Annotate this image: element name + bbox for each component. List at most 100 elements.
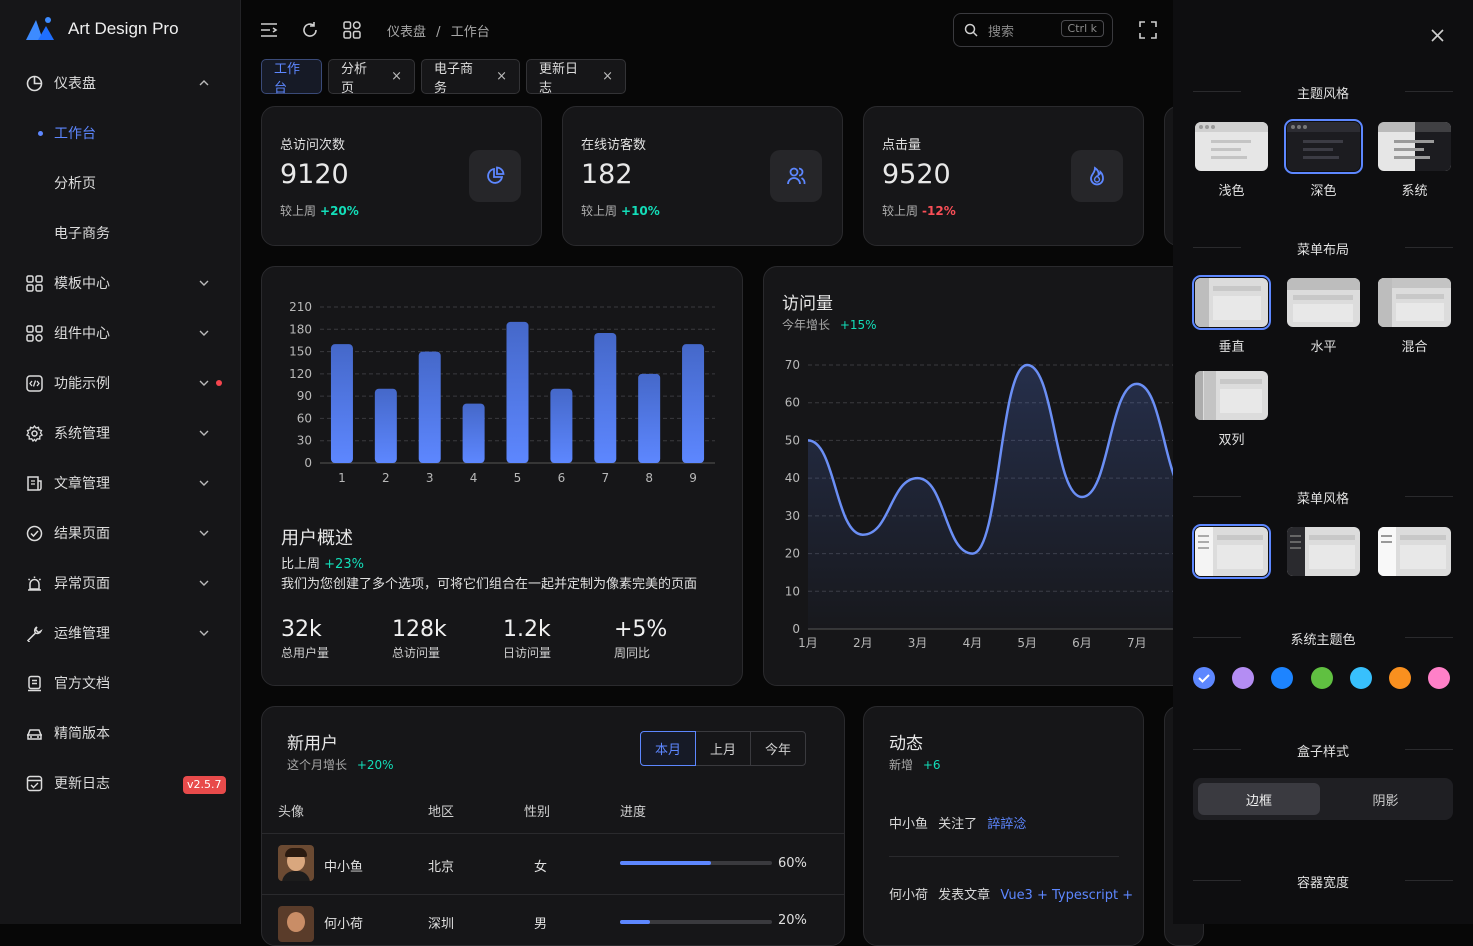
visits-title: 访问量 [782,294,833,314]
sidebar-item-label: 组件中心 [54,326,110,342]
fullscreen-icon[interactable] [1138,20,1158,40]
column-header-avatar[interactable]: 头像 [278,805,305,820]
sidebar-subitem-ecommerce[interactable]: 电子商务 [0,208,241,258]
apps-icon[interactable] [342,20,362,40]
divider [1405,247,1453,248]
tab-label: 分析页 [341,61,368,96]
layout-horizontal-option[interactable] [1287,278,1360,327]
line-series [807,363,1192,555]
y-tick-label: 180 [289,322,312,336]
menu-style-light-option[interactable] [1192,524,1271,579]
column-header-gender[interactable]: 性别 [524,805,551,820]
bar [682,344,705,463]
theme-color-swatch[interactable] [1428,667,1451,689]
avatar [278,845,314,881]
y-tick-label: 40 [785,471,800,485]
layout-vertical-option[interactable] [1192,275,1271,330]
box-style-toggle: 边框 阴影 [1193,778,1453,820]
theme-light-option[interactable] [1195,122,1268,171]
box-style-shadow-option[interactable]: 阴影 [1372,793,1399,809]
close-icon[interactable]: × [391,69,402,84]
alarm-icon [25,574,43,592]
sidebar-subitem-workbench[interactable]: 工作台 [0,108,241,158]
breadcrumb-item[interactable]: 仪表盘 [387,25,427,40]
tab-label: 工作台 [274,61,301,96]
sidebar-item-ops[interactable]: 运维管理 [0,608,241,658]
tab-workbench[interactable]: 工作台 [261,59,322,96]
sidebar-subitem-analysis[interactable]: 分析页 [0,158,241,208]
theme-system-option[interactable] [1378,122,1451,171]
sidebar-subitem-label: 电子商务 [54,226,110,242]
chevron-down-icon [199,630,209,636]
sidebar-item-changelog[interactable]: 更新日志 v2.5.7 [0,758,241,808]
breadcrumb: 仪表盘 / 工作台 [387,21,490,40]
column-header-region[interactable]: 地区 [428,805,455,820]
x-tick-label: 6月 [1072,636,1092,650]
y-tick-label: 10 [785,584,800,598]
close-icon[interactable]: × [496,69,507,84]
chevron-up-icon [199,80,209,86]
sidebar-item-dashboard[interactable]: 仪表盘 [0,58,241,108]
menu-style-dark-option[interactable] [1287,527,1360,576]
activity-target-link[interactable]: 誶誶淰 [987,817,1027,832]
theme-dark-option[interactable] [1284,119,1363,174]
y-tick-label: 60 [297,411,312,425]
tab-ecommerce[interactable]: 电子商务 × [421,59,520,96]
chevron-down-icon [199,480,209,486]
x-tick-label: 7 [601,471,609,485]
y-tick-label: 210 [289,300,312,314]
layout-dual-column-option[interactable] [1195,371,1268,420]
sidebar-item-exceptions[interactable]: 异常页面 [0,558,241,608]
activity-target-link[interactable]: Vue3 + Typescript + [1000,888,1134,903]
components-icon [25,324,43,342]
sidebar-item-lite[interactable]: 精简版本 [0,708,241,758]
tab-changelog[interactable]: 更新日志 × [526,59,626,96]
kpi-label: 日访问量 [503,646,552,660]
theme-color-swatch[interactable] [1193,667,1215,689]
menu-fold-icon[interactable] [259,20,279,40]
sidebar-item-templates[interactable]: 模板中心 [0,258,241,308]
overview-title: 用户概述 [281,528,353,549]
kpi-value: 1.2k [503,617,551,642]
layout-horizontal-label: 水平 [1310,340,1337,355]
divider [1405,637,1453,638]
bar [594,333,617,463]
sidebar-item-examples[interactable]: 功能示例 [0,358,241,408]
theme-color-swatch[interactable] [1271,667,1294,689]
divider [1193,247,1241,248]
filter-this-year[interactable]: 今年 [750,731,807,766]
bar [638,373,661,463]
growth-label: 今年增长 [782,318,831,332]
tab-analysis[interactable]: 分析页 × [328,59,415,96]
theme-color-swatch[interactable] [1310,667,1333,689]
box-style-border-option[interactable]: 边框 [1198,783,1320,815]
y-tick-label: 60 [785,396,800,410]
filter-last-month[interactable]: 上月 [695,731,752,766]
search-input[interactable]: 搜索 Ctrl k [953,13,1113,47]
sidebar-item-results[interactable]: 结果页面 [0,508,241,558]
close-icon[interactable]: × [602,69,613,84]
stat-value: 9120 [280,159,349,190]
activity-title: 动态 [889,734,923,754]
menu-style-design-option[interactable] [1378,527,1451,576]
app-logo[interactable]: Art Design Pro [24,16,179,42]
theme-color-swatch[interactable] [1232,667,1255,689]
stat-card-online: 在线访客数 182 较上周 +10% [562,106,843,246]
wrench-icon [25,624,43,642]
sidebar-item-label: 仪表盘 [54,76,96,92]
sidebar-item-articles[interactable]: 文章管理 [0,458,241,508]
grid-icon [25,274,43,292]
sidebar-item-docs[interactable]: 官方文档 [0,658,241,708]
theme-color-swatch[interactable] [1389,667,1411,689]
sidebar-item-components[interactable]: 组件中心 [0,308,241,358]
filter-this-month[interactable]: 本月 [640,731,697,766]
sidebar-item-system[interactable]: 系统管理 [0,408,241,458]
refresh-icon[interactable] [300,20,320,40]
theme-color-swatch[interactable] [1349,667,1372,689]
tab-label: 更新日志 [539,61,579,96]
close-icon[interactable] [1430,28,1445,43]
column-header-progress[interactable]: 进度 [620,805,647,820]
layout-mixed-option[interactable] [1378,278,1451,327]
theme-light-label: 浅色 [1218,184,1245,199]
menu-style-section-title: 菜单风格 [1296,492,1349,507]
